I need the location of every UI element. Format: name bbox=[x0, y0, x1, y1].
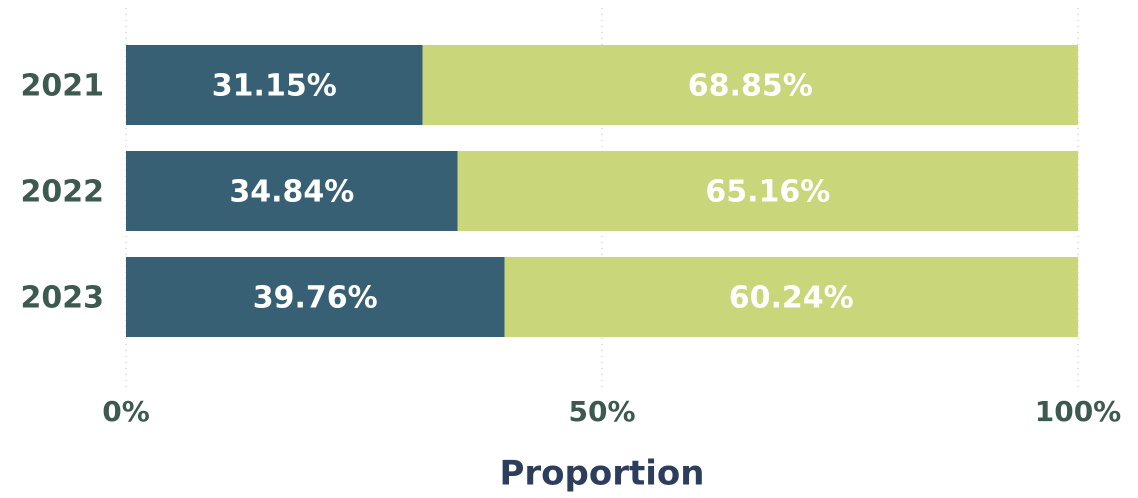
bar-segment bbox=[126, 151, 458, 231]
bar-segment bbox=[422, 45, 1079, 125]
data-label: 68.85% bbox=[688, 69, 813, 104]
data-label: 31.15% bbox=[212, 69, 337, 104]
data-label: 65.16% bbox=[705, 175, 830, 210]
bar-segment bbox=[457, 151, 1079, 231]
data-label: 60.24% bbox=[729, 281, 854, 316]
bar-segment bbox=[126, 45, 423, 125]
x-axis-label: Proportion bbox=[500, 454, 705, 494]
x-tick-label: 100% bbox=[1035, 395, 1122, 428]
bar-segment bbox=[126, 257, 505, 337]
bar-segment bbox=[504, 257, 1078, 337]
y-tick-label: 2021 bbox=[21, 69, 105, 104]
data-label: 34.84% bbox=[229, 175, 354, 210]
y-tick-label: 2023 bbox=[21, 281, 105, 316]
x-tick-label: 0% bbox=[102, 395, 150, 428]
data-label: 39.76% bbox=[253, 281, 378, 316]
x-tick-label: 50% bbox=[568, 395, 635, 428]
y-tick-label: 2022 bbox=[21, 175, 105, 210]
